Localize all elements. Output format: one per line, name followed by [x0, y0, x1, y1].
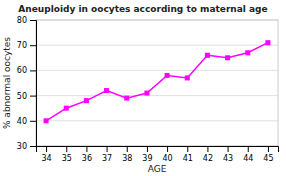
marker: [84, 98, 89, 103]
tick: 41: [183, 146, 193, 163]
tick-mark: [207, 146, 208, 152]
marker: [245, 50, 250, 55]
tick-label: 44: [243, 154, 253, 163]
marker: [205, 53, 210, 58]
tick-label: 43: [223, 154, 233, 163]
tick-label: 30: [17, 142, 27, 151]
y-axis: 30 40 50 60 70 80: [17, 16, 37, 151]
tick: 36: [82, 146, 92, 163]
tick: 43: [223, 146, 233, 163]
plot: 34 35 36 37 38 39 40 41 42 43 44 45 30 40 50 60 70 80: [17, 16, 279, 163]
tick-label: 41: [183, 154, 193, 163]
plot-frame: [36, 20, 278, 146]
chart: 34 35 36 37 38 39 40 41 42 43 44 45 30 40 50 60 70 80 Aneu…: [0, 0, 286, 176]
tick-mark: [248, 146, 249, 152]
tick: 39: [142, 146, 152, 163]
marker: [165, 73, 170, 78]
tick-label: 50: [17, 92, 27, 101]
tick-mark: [30, 121, 36, 122]
tick-label: 80: [17, 16, 27, 25]
grid-line: [36, 95, 278, 96]
tick: 40: [17, 117, 36, 126]
x-axis: 34 35 36 37 38 39 40 41 42 43 44 45: [37, 146, 279, 163]
tick-mark: [127, 146, 128, 152]
tick-label: 35: [62, 154, 72, 163]
tick-label: 38: [122, 154, 132, 163]
tick-mark: [30, 96, 36, 97]
marker: [64, 106, 69, 111]
tick-label: 45: [263, 154, 273, 163]
tick-mark: [147, 146, 148, 152]
y-grid: [36, 20, 278, 146]
tick-mark: [228, 146, 229, 152]
tick-mark: [86, 146, 87, 152]
x-axis-title: AGE: [148, 164, 167, 174]
axis-line: [30, 21, 37, 147]
tick-mark: [30, 45, 36, 46]
tick: 50: [17, 92, 36, 101]
tick: 34: [41, 146, 51, 163]
tick-label: 40: [162, 154, 172, 163]
tick-label: 70: [17, 41, 27, 50]
tick-mark: [46, 146, 47, 152]
tick: 45: [263, 146, 273, 163]
tick-mark: [107, 146, 108, 152]
tick-mark: [30, 70, 36, 71]
tick-mark: [268, 146, 269, 152]
marker: [104, 88, 109, 93]
tick-label: 39: [142, 154, 152, 163]
tick: 70: [17, 41, 36, 50]
tick-mark: [167, 146, 168, 152]
grid-line: [36, 70, 278, 71]
tick: 30: [17, 142, 36, 151]
tick: 44: [243, 146, 253, 163]
tick-mark: [30, 146, 36, 147]
marker: [265, 40, 270, 45]
tick-label: 37: [102, 154, 112, 163]
tick-mark: [187, 146, 188, 152]
tick: 60: [17, 66, 36, 75]
grid-line: [36, 45, 278, 46]
tick-label: 42: [203, 154, 213, 163]
tick-label: 60: [17, 66, 27, 75]
tick-label: 40: [17, 117, 27, 126]
marker: [124, 96, 129, 101]
marks: [44, 40, 271, 123]
title: Aneuploidy in oocytes according to mater…: [18, 4, 267, 14]
tick-mark: [66, 146, 67, 152]
tick: 38: [122, 146, 132, 163]
y-axis-title: % abnormal oocytes: [2, 37, 12, 129]
tick-label: 36: [82, 154, 92, 163]
tick: 42: [203, 146, 213, 163]
marker: [225, 55, 230, 60]
tick: 40: [162, 146, 172, 163]
tick-mark: [30, 20, 36, 21]
tick-label: 34: [41, 154, 51, 163]
tick: 37: [102, 146, 112, 163]
marker: [44, 118, 49, 123]
marker: [185, 75, 190, 80]
tick: 35: [62, 146, 72, 163]
axis-line: [37, 147, 279, 153]
tick: 80: [17, 16, 36, 25]
grid-line: [36, 120, 278, 121]
marker: [144, 91, 149, 96]
line: [46, 43, 268, 121]
